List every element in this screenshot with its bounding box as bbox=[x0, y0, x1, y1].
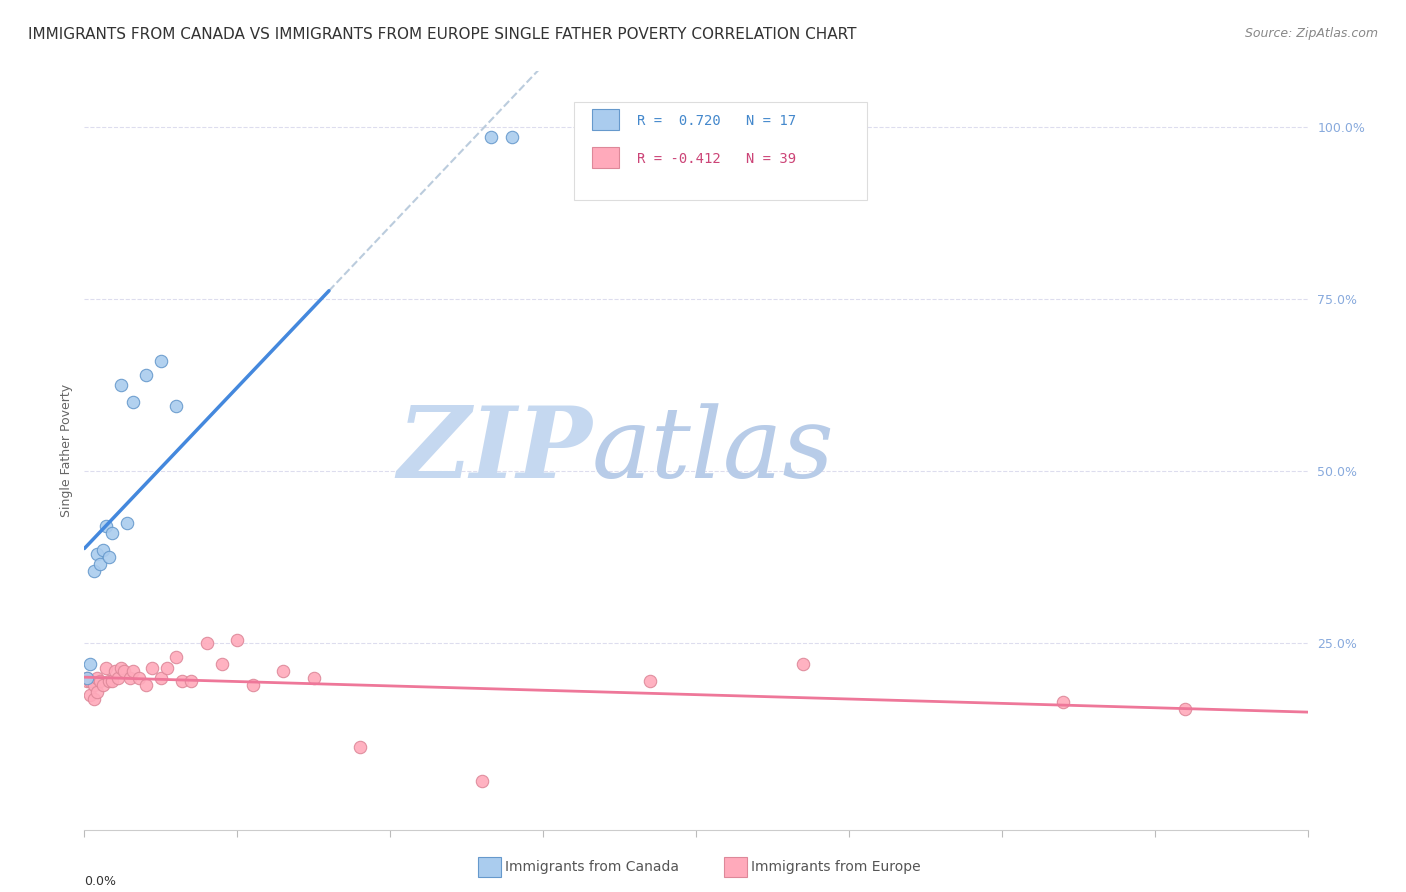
Point bbox=[86, 684, 108, 698]
Point bbox=[97, 674, 120, 689]
Point bbox=[156, 660, 179, 674]
Point bbox=[165, 650, 187, 665]
Text: IMMIGRANTS FROM CANADA VS IMMIGRANTS FROM EUROPE SINGLE FATHER POVERTY CORRELATI: IMMIGRANTS FROM CANADA VS IMMIGRANTS FRO… bbox=[28, 27, 856, 42]
Bar bbox=[592, 146, 619, 169]
Point bbox=[165, 399, 187, 413]
Point bbox=[149, 354, 172, 368]
Point bbox=[242, 678, 264, 692]
Point bbox=[86, 671, 108, 685]
Point bbox=[101, 674, 124, 689]
Point bbox=[104, 664, 127, 678]
Point bbox=[120, 671, 142, 685]
Point bbox=[1174, 702, 1197, 716]
Point bbox=[89, 557, 111, 572]
Point bbox=[479, 129, 502, 144]
Point bbox=[76, 674, 98, 689]
Point bbox=[122, 395, 145, 409]
Point bbox=[91, 678, 114, 692]
Point bbox=[195, 636, 218, 650]
Point bbox=[271, 664, 294, 678]
Text: ZIP: ZIP bbox=[396, 402, 592, 499]
Point bbox=[86, 547, 108, 561]
Point bbox=[94, 519, 117, 533]
Point bbox=[135, 368, 157, 382]
Y-axis label: Single Father Poverty: Single Father Poverty bbox=[60, 384, 73, 517]
Point bbox=[97, 550, 120, 565]
Text: Immigrants from Europe: Immigrants from Europe bbox=[751, 860, 921, 874]
Point bbox=[172, 674, 194, 689]
Point bbox=[107, 671, 129, 685]
Bar bbox=[592, 109, 619, 130]
Point bbox=[115, 516, 138, 530]
FancyBboxPatch shape bbox=[574, 102, 868, 201]
Point bbox=[89, 674, 111, 689]
Point bbox=[211, 657, 233, 672]
Point bbox=[79, 657, 101, 672]
Text: 0.0%: 0.0% bbox=[84, 875, 117, 888]
Point bbox=[110, 660, 132, 674]
Text: Source: ZipAtlas.com: Source: ZipAtlas.com bbox=[1244, 27, 1378, 40]
Point bbox=[141, 660, 163, 674]
Point bbox=[638, 674, 661, 689]
Point bbox=[792, 657, 814, 672]
Point bbox=[502, 129, 524, 144]
Point bbox=[101, 526, 124, 541]
Point bbox=[79, 674, 101, 689]
Point bbox=[226, 633, 249, 648]
Text: atlas: atlas bbox=[592, 403, 835, 498]
Point bbox=[83, 691, 105, 706]
Point bbox=[79, 688, 101, 702]
Text: R =  0.720   N = 17: R = 0.720 N = 17 bbox=[637, 114, 796, 128]
Point bbox=[149, 671, 172, 685]
Point bbox=[110, 378, 132, 392]
Point bbox=[112, 664, 135, 678]
Point bbox=[91, 543, 114, 558]
Point bbox=[83, 678, 105, 692]
Point bbox=[135, 678, 157, 692]
Point bbox=[76, 671, 98, 685]
Point bbox=[180, 674, 202, 689]
Point bbox=[128, 671, 150, 685]
Point bbox=[471, 774, 494, 789]
Point bbox=[349, 739, 371, 754]
Point bbox=[76, 671, 98, 685]
Point bbox=[122, 664, 145, 678]
Text: R = -0.412   N = 39: R = -0.412 N = 39 bbox=[637, 153, 796, 166]
Text: Immigrants from Canada: Immigrants from Canada bbox=[505, 860, 679, 874]
Point bbox=[83, 564, 105, 578]
Point bbox=[302, 671, 325, 685]
Point bbox=[1052, 695, 1074, 709]
Point bbox=[94, 660, 117, 674]
